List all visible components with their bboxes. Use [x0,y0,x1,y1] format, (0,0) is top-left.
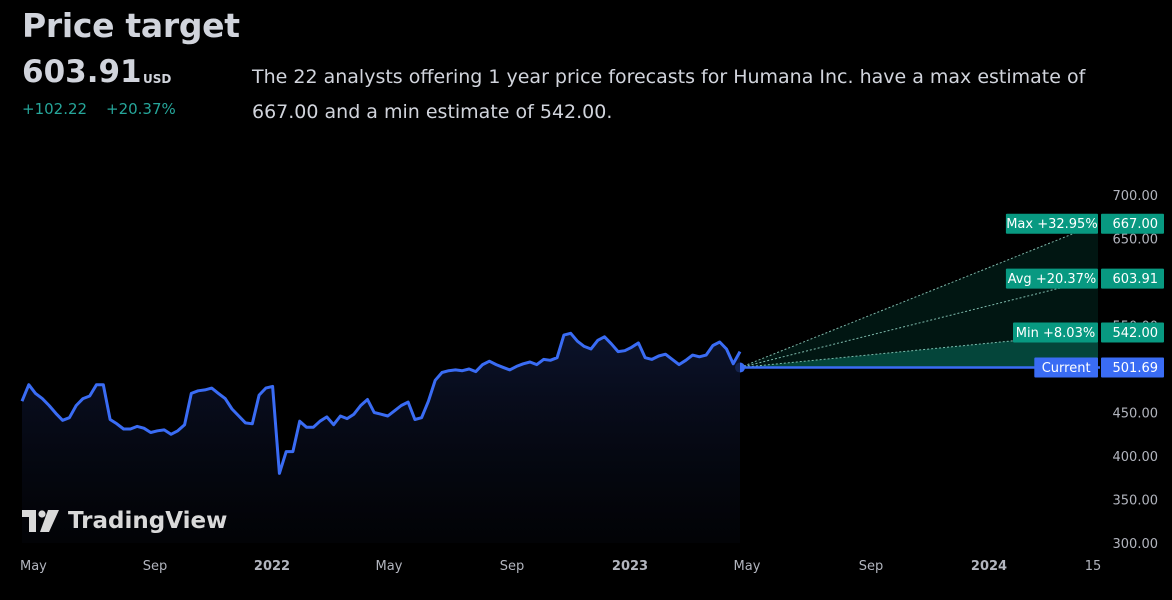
y-tick-label: 700.00 [1113,189,1159,204]
forecast-fan [740,223,1098,368]
price-series [20,331,742,543]
x-tick-label: 2023 [612,559,648,574]
x-tick-label: May [376,559,403,574]
label-avg-text: Avg +20.37% [1008,272,1097,287]
change-absolute: +102.22 [22,100,88,118]
label-max-value: 667.00 [1113,217,1159,232]
label-avg: Avg +20.37% 603.91 [1005,268,1164,289]
forecast-line-max [739,223,1099,368]
tradingview-logo-icon [22,510,59,532]
change-percent: +20.37% [106,100,176,118]
x-tick-label: 15 [1085,559,1102,574]
forecast-description: The 22 analysts offering 1 year price fo… [252,66,1086,123]
x-tick-label: May [734,559,761,574]
x-tick-label: Sep [143,559,168,574]
tradingview-logo: TradingView [22,508,227,534]
x-tick-label: 2022 [254,559,290,574]
label-min-text: Min +8.03% [1016,326,1095,341]
page-title: Price target [22,6,240,45]
x-tick-label: Sep [859,559,884,574]
forecast-labels: Max +32.95% 667.00 Avg +20.37% 603.91 Min +8… [1005,213,1164,378]
label-current-text: Current [1042,361,1091,376]
x-tick-label: May [20,559,47,574]
watermark-text: TradingView [68,508,228,534]
currency-label: USD [143,72,172,86]
price-area [22,333,740,543]
label-max-text: Max +32.95% [1006,217,1097,232]
x-tick-label: Sep [500,559,525,574]
y-tick-label: 300.00 [1113,537,1159,552]
price-target-value: 603.91 [22,54,142,90]
y-tick-label: 350.00 [1113,494,1159,509]
y-tick-label: 400.00 [1113,450,1159,465]
label-min-value: 542.00 [1113,326,1159,341]
price-line [20,331,742,475]
forecast-line-avg [739,278,1099,369]
label-max: Max +32.95% 667.00 [1005,213,1164,234]
forecast-area [735,223,1100,373]
x-tick-label: 2024 [971,559,1007,574]
label-current: Current 501.69 [1034,357,1164,378]
label-current-value: 501.69 [1113,361,1159,376]
y-tick-label: 650.00 [1113,233,1159,248]
label-avg-value: 603.91 [1113,272,1159,287]
y-tick-label: 450.00 [1113,407,1159,422]
label-min: Min +8.03% 542.00 [1013,322,1164,343]
x-axis: May Sep 2022 May Sep 2023 May Sep 2024 15 [20,559,1101,574]
